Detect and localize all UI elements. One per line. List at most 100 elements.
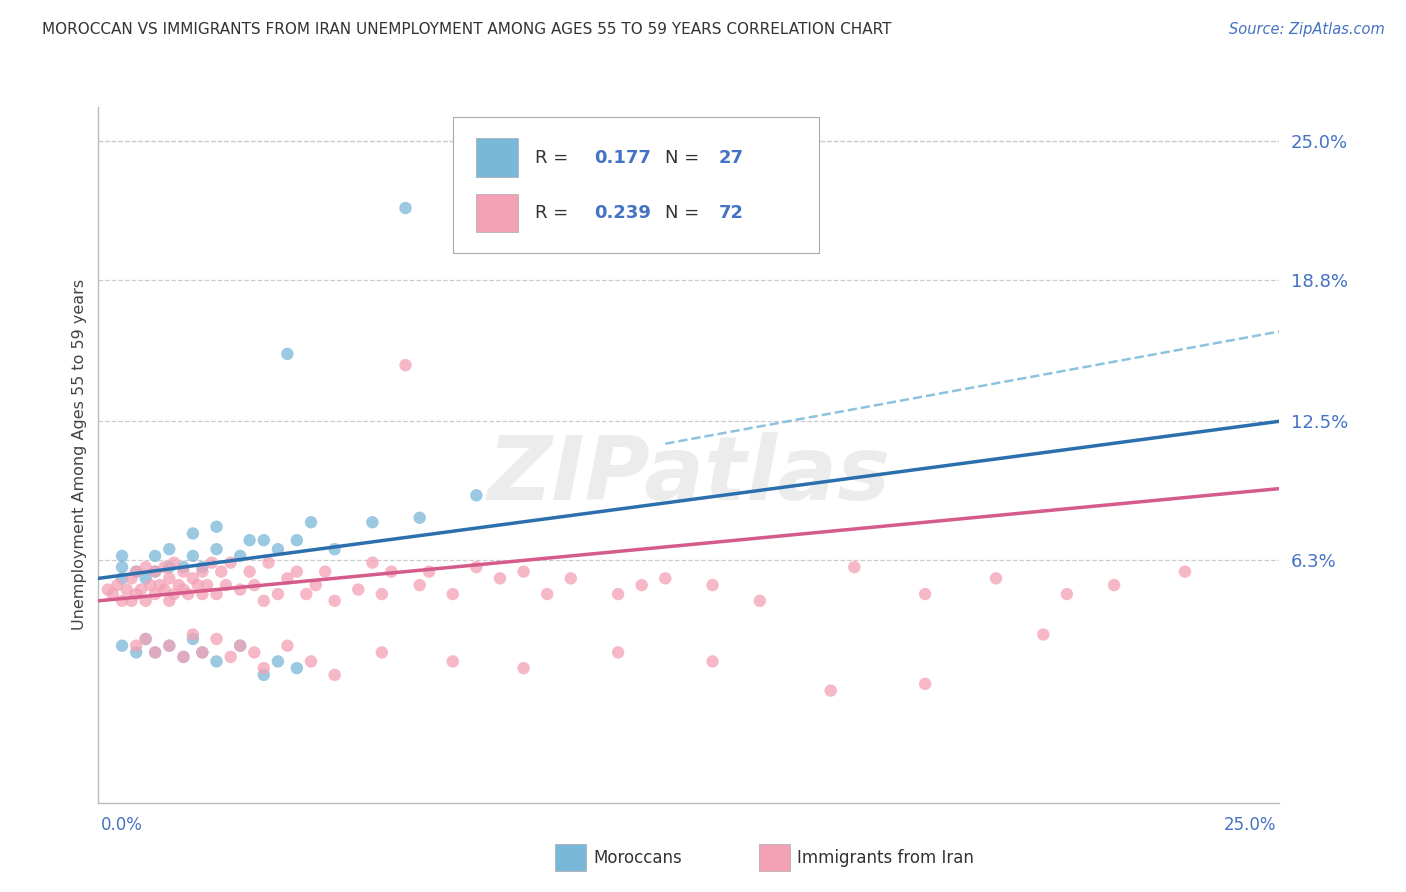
Point — [371, 587, 394, 601]
Point — [257, 556, 280, 570]
Point — [181, 627, 204, 641]
Point — [115, 582, 138, 597]
Point — [229, 549, 252, 563]
Point — [143, 587, 166, 601]
Point — [299, 515, 322, 529]
Point — [441, 654, 464, 668]
Point — [195, 578, 218, 592]
Point — [181, 549, 204, 563]
Point — [181, 571, 204, 585]
Point — [125, 587, 148, 601]
Point — [560, 571, 582, 585]
Point — [167, 578, 190, 592]
Point — [143, 565, 166, 579]
Point — [191, 565, 214, 579]
Point — [253, 594, 276, 608]
Text: N =: N = — [665, 149, 706, 167]
Text: R =: R = — [536, 149, 575, 167]
Point — [205, 520, 228, 534]
FancyBboxPatch shape — [477, 138, 517, 177]
Point — [465, 488, 488, 502]
Point — [243, 578, 266, 592]
Point — [285, 661, 308, 675]
Point — [418, 565, 440, 579]
Point — [323, 594, 346, 608]
Point — [984, 571, 1007, 585]
Point — [177, 587, 200, 601]
Point — [702, 578, 724, 592]
Point — [97, 582, 120, 597]
Point — [143, 549, 166, 563]
Point — [157, 594, 180, 608]
Point — [314, 565, 336, 579]
Point — [820, 683, 842, 698]
Point — [201, 556, 224, 570]
Point — [191, 560, 214, 574]
Point — [844, 560, 866, 574]
Point — [153, 560, 176, 574]
Point — [305, 578, 328, 592]
Point — [143, 645, 166, 659]
Point — [361, 556, 384, 570]
Point — [347, 582, 370, 597]
Point — [229, 582, 252, 597]
Point — [157, 560, 180, 574]
Text: R =: R = — [536, 204, 575, 222]
Point — [125, 639, 148, 653]
Point — [323, 542, 346, 557]
Point — [157, 571, 180, 585]
Point — [276, 571, 298, 585]
Text: Moroccans: Moroccans — [593, 849, 682, 867]
Text: Immigrants from Iran: Immigrants from Iran — [797, 849, 974, 867]
Point — [267, 587, 290, 601]
Point — [172, 560, 194, 574]
Point — [163, 587, 186, 601]
Point — [135, 594, 157, 608]
Point — [267, 654, 290, 668]
Point — [205, 542, 228, 557]
Point — [1056, 587, 1078, 601]
Text: ZIPatlas: ZIPatlas — [488, 433, 890, 519]
Point — [489, 571, 512, 585]
Point — [205, 587, 228, 601]
Point — [253, 661, 276, 675]
Point — [408, 510, 430, 524]
Point — [229, 639, 252, 653]
Text: 25.0%: 25.0% — [1225, 816, 1277, 834]
Point — [105, 578, 128, 592]
Point — [536, 587, 558, 601]
Point — [121, 571, 143, 585]
Point — [229, 639, 252, 653]
Point — [125, 565, 148, 579]
Point — [181, 526, 204, 541]
Point — [172, 582, 194, 597]
Point — [129, 582, 152, 597]
Point — [253, 533, 276, 548]
Point — [172, 565, 194, 579]
Point — [512, 661, 534, 675]
Point — [205, 632, 228, 646]
Point — [1174, 565, 1197, 579]
Point — [267, 542, 290, 557]
Point — [111, 639, 134, 653]
Point — [276, 347, 298, 361]
Point — [157, 639, 180, 653]
Point — [205, 654, 228, 668]
Point — [371, 645, 394, 659]
Point — [125, 565, 148, 579]
FancyBboxPatch shape — [477, 194, 517, 232]
Point — [219, 556, 242, 570]
Point — [914, 677, 936, 691]
Point — [380, 565, 402, 579]
Point — [209, 565, 232, 579]
Point — [914, 587, 936, 601]
Text: 0.0%: 0.0% — [101, 816, 143, 834]
Point — [163, 556, 186, 570]
Point — [135, 571, 157, 585]
Point — [654, 571, 676, 585]
Point — [187, 578, 209, 592]
Point — [702, 654, 724, 668]
Point — [607, 587, 630, 601]
Point — [285, 533, 308, 548]
Point — [101, 587, 124, 601]
